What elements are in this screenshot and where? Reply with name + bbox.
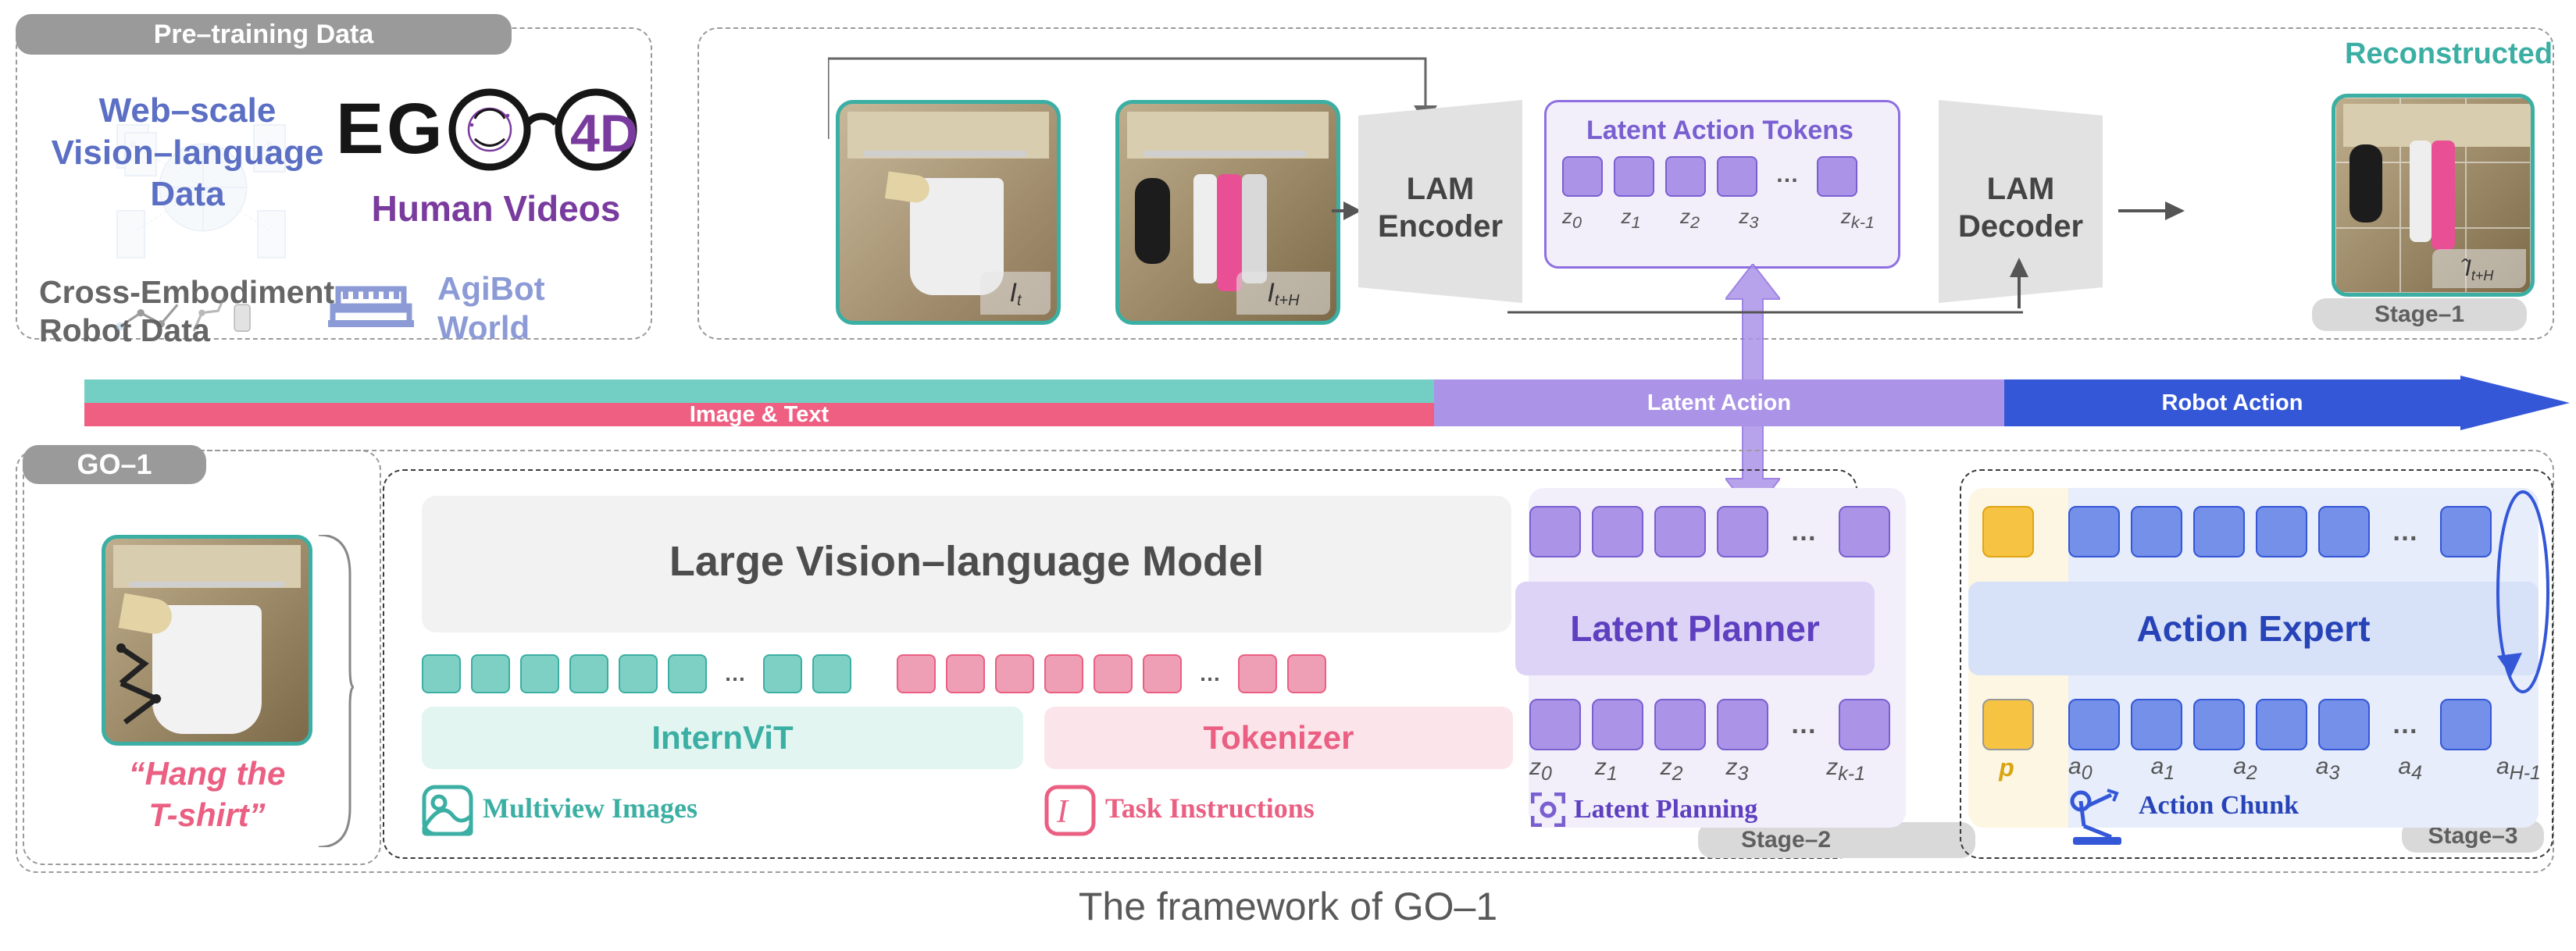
svg-text:I: I [1056, 794, 1069, 830]
svg-text:G: G [387, 89, 443, 169]
svg-text:4D: 4D [570, 104, 638, 163]
svg-text:E: E [336, 89, 384, 169]
